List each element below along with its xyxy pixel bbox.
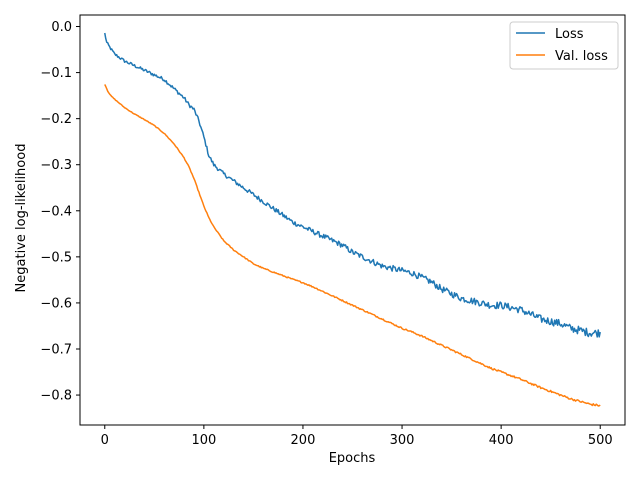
y-tick-label: −0.6 <box>40 296 72 311</box>
x-tick-label: 300 <box>390 433 415 448</box>
x-tick-label: 0 <box>101 433 109 448</box>
y-axis-label: Negative log-likelihood <box>14 144 29 293</box>
x-axis-ticks: 0 100 200 300 400 500 <box>101 425 613 448</box>
y-tick-label: −0.3 <box>40 158 72 173</box>
series-line-loss <box>104 32 601 338</box>
plot-layer <box>104 32 601 407</box>
series-line-val-loss <box>104 84 601 407</box>
y-tick-label: −0.2 <box>40 112 72 127</box>
plot-frame <box>79 14 626 426</box>
y-tick-label: −0.1 <box>40 66 72 81</box>
y-axis-ticks: 0.0 −0.1 −0.2 −0.3 −0.4 −0.5 −0.6 −0.7 −0.8 <box>40 20 80 404</box>
y-tick-label: −0.8 <box>40 389 72 404</box>
legend-label-val-loss: Val. loss <box>555 49 608 64</box>
legend-label-loss: Loss <box>555 27 584 42</box>
x-tick-label: 400 <box>489 433 514 448</box>
y-tick-label: −0.5 <box>40 250 72 265</box>
y-tick-label: 0.0 <box>51 20 72 35</box>
legend: Loss Val. loss <box>509 21 619 70</box>
x-axis-label: Epochs <box>329 451 376 466</box>
x-tick-label: 500 <box>588 433 613 448</box>
y-tick-label: −0.4 <box>40 204 72 219</box>
x-tick-label: 100 <box>191 433 216 448</box>
y-tick-label: −0.7 <box>40 342 72 357</box>
x-tick-label: 200 <box>291 433 316 448</box>
